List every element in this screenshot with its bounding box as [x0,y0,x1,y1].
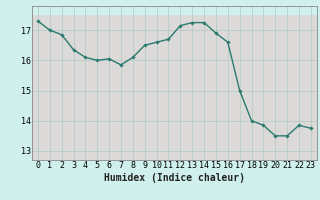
Bar [32,45,317,75]
Bar [32,75,317,106]
Bar [32,136,317,166]
Bar [32,106,317,136]
Bar [32,15,317,45]
X-axis label: Humidex (Indice chaleur): Humidex (Indice chaleur) [104,173,245,183]
